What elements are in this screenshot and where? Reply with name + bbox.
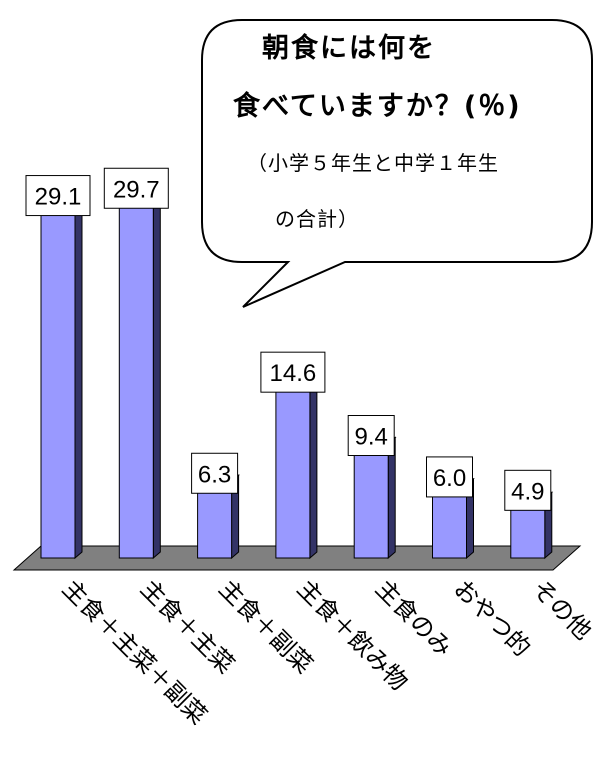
- bar-side: [309, 373, 318, 560]
- bar: [39, 196, 84, 560]
- category-label: 主食＋主菜＋副菜: [57, 574, 213, 730]
- bar: [117, 189, 162, 560]
- chart-title-line2: 食べていますか？(％): [233, 91, 522, 122]
- data-label-text: 29.1: [35, 184, 82, 211]
- data-label: 9.4: [347, 415, 395, 457]
- speech-bubble: [201, 19, 593, 308]
- data-label-text: 6.0: [433, 465, 466, 492]
- data-label-box: [426, 456, 473, 498]
- data-label: 29.7: [103, 167, 169, 209]
- chart-title-line1: 朝食には何を: [262, 33, 436, 64]
- bar: [274, 373, 319, 560]
- chart-note-line2: の合計）: [275, 207, 359, 231]
- data-label-box: [504, 469, 552, 511]
- data-label-text: 9.4: [355, 424, 388, 451]
- bar-side: [74, 196, 83, 560]
- data-label: 14.6: [260, 351, 326, 393]
- chart-note-line1: （小学５年生と中学１年生: [247, 151, 499, 175]
- data-label: 29.1: [25, 175, 91, 217]
- data-label-text: 4.9: [511, 478, 544, 505]
- data-label-box: [25, 175, 91, 217]
- bar-front: [353, 443, 389, 559]
- data-label: 6.0: [426, 456, 473, 498]
- bar-front: [275, 379, 311, 559]
- data-label-box: [191, 452, 239, 494]
- bar-front: [118, 195, 154, 559]
- bar-front: [197, 480, 233, 559]
- data-label-text: 14.6: [270, 360, 317, 387]
- data-label-box: [103, 167, 169, 209]
- data-label-box: [347, 415, 395, 457]
- bar-side: [152, 189, 161, 560]
- data-label: 4.9: [504, 469, 552, 511]
- data-label-text: 29.7: [113, 176, 160, 203]
- data-label: 6.3: [191, 452, 239, 494]
- data-label-box: [260, 351, 326, 393]
- category-label: おやつ的: [448, 574, 536, 662]
- category-label: その他: [527, 574, 598, 645]
- bar-front: [40, 203, 76, 559]
- data-label-text: 6.3: [198, 461, 231, 488]
